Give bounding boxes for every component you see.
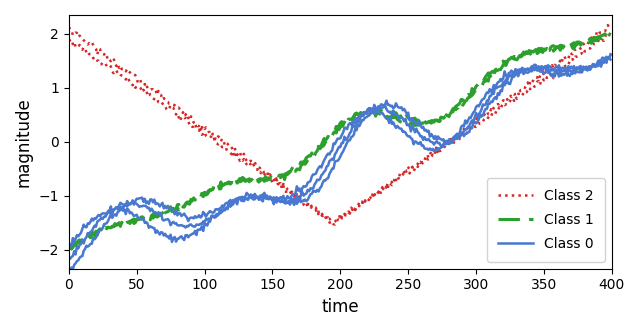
Y-axis label: magnitude: magnitude (15, 97, 33, 187)
Class 0 (67, 257, 74, 261)
Class 2 (407, 163, 415, 167)
Line: Class 2: Class 2 (68, 25, 611, 224)
Class 1 (407, 118, 415, 122)
Class 2 (130, 72, 138, 76)
Class 0 (65, 255, 72, 259)
Class 1 (607, 31, 614, 35)
Class 2 (460, 127, 468, 131)
Class 2 (458, 131, 465, 135)
Class 2 (331, 222, 339, 226)
Class 0 (407, 129, 415, 133)
Class 1 (458, 107, 465, 111)
Class 2 (280, 182, 287, 186)
X-axis label: time: time (321, 298, 359, 316)
Class 0 (458, 132, 465, 136)
Class 1 (460, 102, 468, 106)
Class 1 (281, 177, 289, 181)
Class 0 (243, 197, 250, 201)
Class 0 (281, 201, 289, 205)
Line: Class 1: Class 1 (68, 33, 611, 249)
Class 1 (243, 179, 250, 183)
Class 2 (607, 26, 614, 30)
Class 2 (65, 25, 72, 29)
Class 0 (131, 201, 139, 205)
Class 1 (131, 218, 139, 222)
Legend: Class 2, Class 1, Class 0: Class 2, Class 1, Class 0 (487, 178, 605, 262)
Class 0 (460, 129, 468, 133)
Class 2 (604, 23, 612, 27)
Line: Class 0: Class 0 (68, 54, 611, 259)
Class 2 (241, 156, 249, 160)
Class 1 (68, 247, 76, 251)
Class 1 (65, 245, 72, 249)
Class 0 (607, 52, 614, 56)
